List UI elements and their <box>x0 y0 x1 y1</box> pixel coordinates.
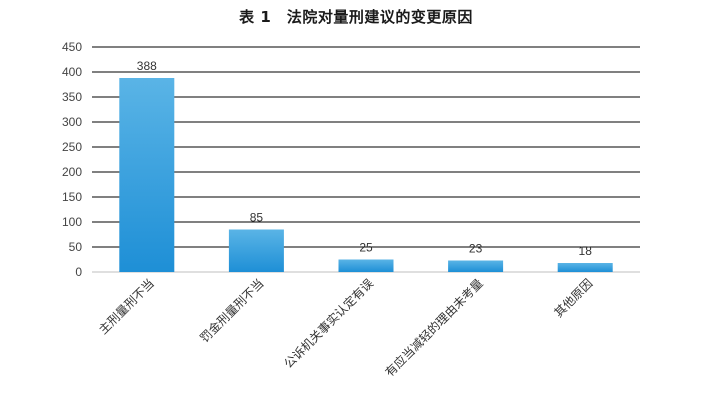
x-category-label: 罚金刑量刑不当 <box>197 276 267 346</box>
x-category-label: 主刑量刑不当 <box>96 276 157 337</box>
data-label: 23 <box>469 242 483 256</box>
bar <box>119 78 175 272</box>
y-tick-label: 50 <box>69 240 83 254</box>
x-axis-categories: 主刑量刑不当 罚金刑量刑不当 公诉机关事实认定有误 有应当减轻的理由未考量 其他原因 <box>96 276 595 380</box>
x-category-label: 其他原因 <box>551 276 595 320</box>
bar <box>557 263 613 272</box>
y-tick-label: 450 <box>62 40 82 54</box>
y-tick-label: 350 <box>62 90 82 104</box>
y-tick-label: 0 <box>75 265 82 279</box>
data-label: 25 <box>359 241 373 255</box>
bar <box>338 259 394 272</box>
y-axis-ticks: 0 50 100 150 200 250 300 350 400 450 <box>62 40 82 279</box>
y-tick-label: 400 <box>62 65 82 79</box>
data-label: 18 <box>579 244 593 258</box>
chart-title: 表 1 法院对量刑建议的变更原因 <box>239 8 473 26</box>
data-label: 388 <box>137 59 157 73</box>
x-category-label: 公诉机关事实认定有误 <box>281 276 376 371</box>
y-tick-label: 100 <box>62 215 82 229</box>
bar <box>448 260 504 272</box>
y-tick-label: 300 <box>62 115 82 129</box>
y-tick-label: 250 <box>62 140 82 154</box>
data-label: 85 <box>250 211 264 225</box>
y-tick-label: 200 <box>62 165 82 179</box>
data-labels: 388 85 25 23 18 <box>137 59 592 258</box>
x-category-label: 有应当减轻的理由未考量 <box>382 276 486 380</box>
bars <box>119 78 613 272</box>
y-tick-label: 150 <box>62 190 82 204</box>
bar <box>228 229 284 272</box>
